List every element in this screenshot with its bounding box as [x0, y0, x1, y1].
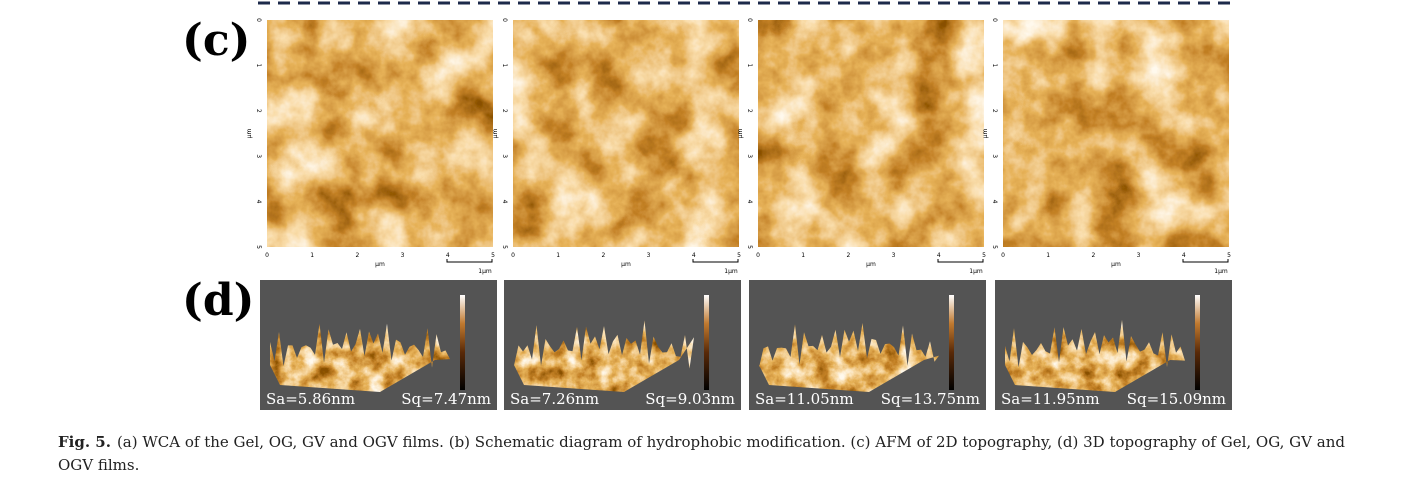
- x-tick-label: 0: [511, 252, 515, 259]
- sq-value: Sq=13.75nm: [881, 390, 980, 408]
- y-tick-label: 1: [746, 63, 753, 67]
- x-tick-label: 4: [692, 252, 696, 259]
- y-axis-label: µm: [982, 129, 989, 139]
- y-tick-label: 4: [991, 200, 998, 204]
- x-tick-label: 4: [1182, 252, 1186, 259]
- color-bar: [704, 295, 709, 390]
- scale-bar-label: 1µm: [478, 268, 492, 275]
- caption-text: (a) WCA of the Gel, OG, GV and OGV films…: [58, 433, 1345, 474]
- x-tick-label: 3: [892, 252, 896, 259]
- x-axis-label: µm: [375, 261, 385, 268]
- x-tick-label: 1: [310, 252, 314, 259]
- panel-label: (d): [182, 275, 254, 326]
- x-tick-label: 3: [647, 252, 651, 259]
- y-tick-label: 3: [501, 154, 508, 158]
- caption: Fig. 5. (a) WCA of the Gel, OG, GV and OG…: [58, 431, 1358, 477]
- sa-value: Sa=11.05nm: [755, 390, 854, 408]
- y-tick-label: 5: [255, 245, 262, 249]
- x-tick-label: 0: [756, 252, 760, 259]
- x-tick-label: 4: [446, 252, 450, 259]
- y-tick-label: 1: [991, 63, 998, 67]
- afm-2d-image: [267, 20, 493, 247]
- y-tick-label: 0: [501, 18, 508, 22]
- y-tick-label: 3: [991, 154, 998, 158]
- x-tick-label: 2: [355, 252, 359, 259]
- x-tick-label: 4: [937, 252, 941, 259]
- x-tick-label: 1: [1046, 252, 1050, 259]
- y-tick-label: 0: [991, 18, 998, 22]
- y-tick-label: 1: [501, 63, 508, 67]
- figure: (c) (d) 001122334455µmµm1µm001122334455µ…: [182, 1, 1232, 410]
- x-tick-label: 2: [601, 252, 605, 259]
- sa-value: Sa=5.86nm: [266, 390, 355, 408]
- scale-bar: [1182, 259, 1229, 263]
- x-tick-label: 5: [737, 252, 741, 259]
- x-tick-label: 0: [1001, 252, 1005, 259]
- x-tick-label: 1: [556, 252, 560, 259]
- y-tick-label: 2: [991, 109, 998, 113]
- x-tick-label: 2: [1091, 252, 1095, 259]
- sa-value: Sa=11.95nm: [1001, 390, 1100, 408]
- scale-bar: [937, 259, 984, 263]
- y-tick-label: 5: [991, 245, 998, 249]
- y-axis-label: µm: [737, 129, 744, 139]
- y-tick-label: 2: [255, 109, 262, 113]
- x-tick-label: 1: [801, 252, 805, 259]
- x-tick-label: 0: [265, 252, 269, 259]
- color-bar: [949, 295, 954, 390]
- x-axis-label: µm: [621, 261, 631, 268]
- sq-value: Sq=15.09nm: [1127, 390, 1226, 408]
- y-tick-label: 4: [746, 200, 753, 204]
- y-tick-label: 2: [501, 109, 508, 113]
- x-tick-label: 5: [491, 252, 495, 259]
- x-tick-label: 3: [401, 252, 405, 259]
- y-tick-label: 0: [746, 18, 753, 22]
- y-tick-label: 4: [255, 200, 262, 204]
- y-tick-label: 3: [255, 154, 262, 158]
- y-axis-label: µm: [246, 129, 253, 139]
- caption-label: Fig. 5.: [58, 433, 111, 451]
- x-tick-label: 5: [1227, 252, 1231, 259]
- afm-2d-image: [513, 20, 739, 247]
- y-tick-label: 3: [746, 154, 753, 158]
- y-axis-label: µm: [492, 129, 499, 139]
- scale-bar: [446, 259, 493, 263]
- y-tick-label: 5: [746, 245, 753, 249]
- y-tick-label: 5: [501, 245, 508, 249]
- color-bar: [460, 295, 465, 390]
- sa-value: Sa=7.26nm: [510, 390, 599, 408]
- x-axis-label: µm: [1111, 261, 1121, 268]
- x-tick-label: 2: [846, 252, 850, 259]
- y-tick-label: 1: [255, 63, 262, 67]
- x-tick-label: 5: [982, 252, 986, 259]
- color-bar: [1195, 295, 1200, 390]
- scale-bar: [692, 259, 739, 263]
- sq-value: Sq=7.47nm: [401, 390, 491, 408]
- scale-bar-label: 1µm: [969, 268, 983, 275]
- scale-bar-label: 1µm: [1214, 268, 1228, 275]
- afm-2d-image: [758, 20, 984, 247]
- x-axis-label: µm: [866, 261, 876, 268]
- y-tick-label: 2: [746, 109, 753, 113]
- panel-label: (c): [182, 15, 250, 66]
- y-tick-label: 0: [255, 18, 262, 22]
- y-tick-label: 4: [501, 200, 508, 204]
- afm-2d-image: [1003, 20, 1229, 247]
- x-tick-label: 3: [1137, 252, 1141, 259]
- sq-value: Sq=9.03nm: [645, 390, 735, 408]
- scale-bar-label: 1µm: [724, 268, 738, 275]
